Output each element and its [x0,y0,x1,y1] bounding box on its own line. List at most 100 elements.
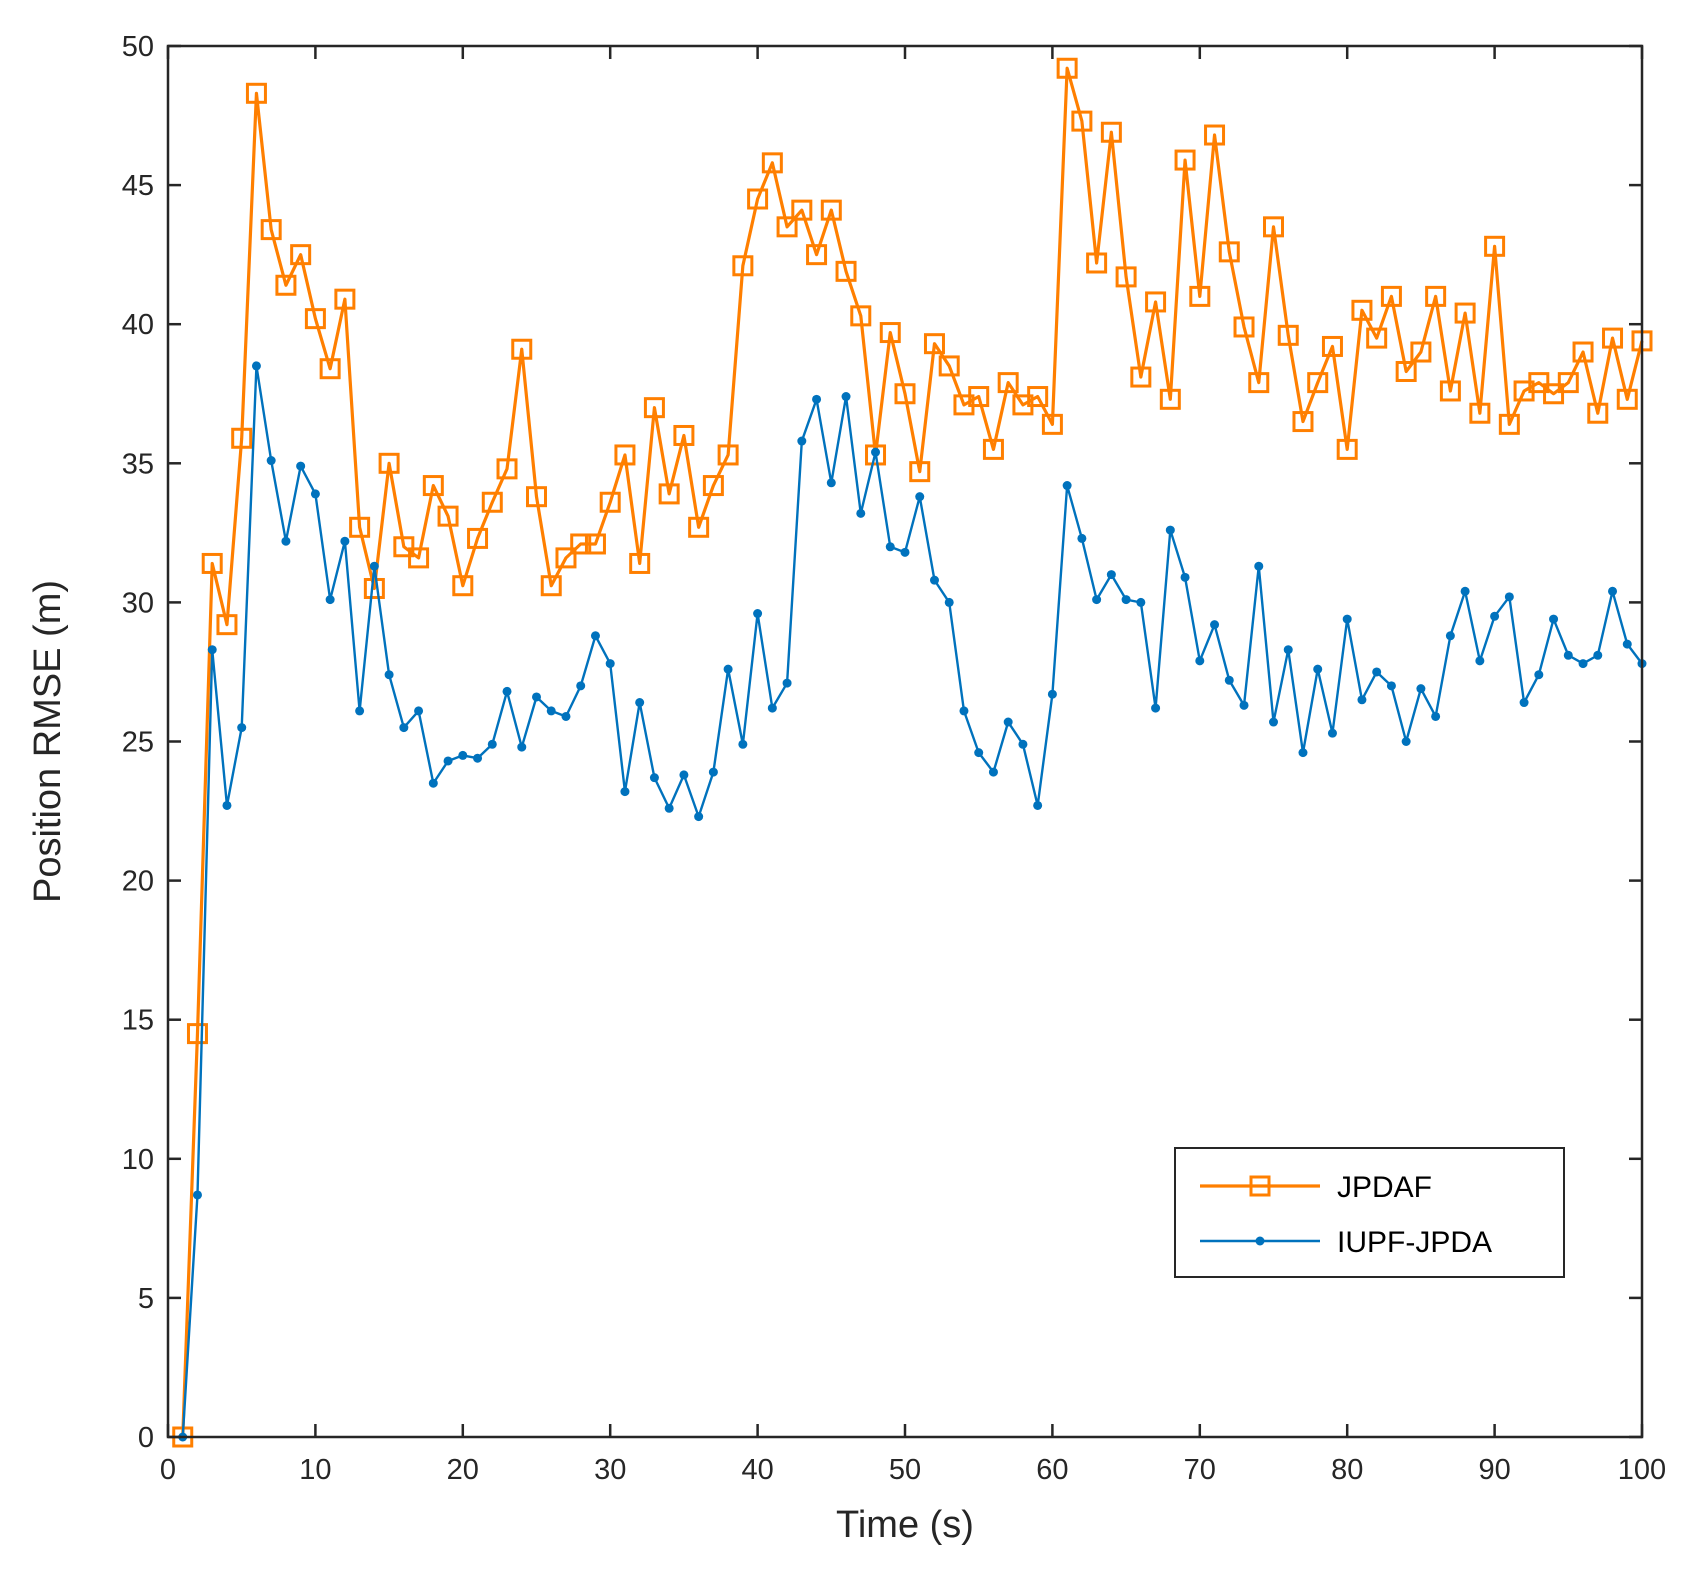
data-point [1292,411,1314,433]
data-point [1321,335,1343,357]
data-point [1224,675,1234,685]
data-point [325,595,335,605]
data-point [281,536,291,546]
data-point [1159,388,1181,410]
data-point [753,609,763,619]
data-point [1380,285,1402,307]
ticks-layer: 0 10 20 30 40 50 60 70 80 90 100 0 5 10 15 20 25 30 35 40 45… [122,31,1666,1486]
data-point [296,461,306,471]
data-point [363,577,385,599]
data-point [399,723,409,733]
data-point [1327,728,1337,738]
y-tick-label: 45 [122,170,154,202]
data-point [1165,525,1175,535]
data-point [1351,299,1373,321]
data-point [688,516,710,538]
data-point [1277,324,1299,346]
data-point [929,575,939,585]
data-point [1416,684,1426,694]
data-point [1195,656,1205,666]
y-tick-label: 0 [138,1422,154,1454]
data-point [791,199,813,221]
legend: JPDAF IUPF-JPDA [1174,1147,1565,1278]
data-point [428,778,438,788]
data-point [1180,572,1190,582]
data-point [1239,700,1249,710]
data-point [1372,667,1382,677]
y-tick-label: 30 [122,587,154,619]
data-point [245,82,267,104]
data-point [1027,386,1049,408]
data-point [1439,380,1461,402]
data-point [334,288,356,310]
data-point [526,486,547,508]
data-point [1602,327,1624,349]
data-point [865,444,887,466]
data-point [576,681,586,691]
data-point [614,444,636,466]
data-point [231,427,253,449]
data-point [1136,597,1146,607]
data-point [1047,689,1057,699]
x-tick-label: 60 [1036,1454,1068,1486]
x-tick-label: 10 [299,1454,331,1486]
data-point [885,542,895,552]
y-tick-label: 10 [122,1144,154,1176]
data-point [1357,695,1367,705]
x-tick-label: 0 [160,1454,176,1486]
data-point [1283,645,1293,655]
data-point [1519,698,1529,708]
data-point [635,698,645,708]
data-point [275,274,297,296]
data-point [1336,438,1358,460]
data-point [473,753,483,763]
data-point [1622,639,1632,649]
legend-box [1174,1147,1565,1278]
data-point [186,1023,208,1045]
data-point [915,492,925,502]
data-point [1233,316,1255,338]
data-point [561,711,571,721]
data-point [664,803,674,813]
series-jpdaf [172,57,1653,1448]
x-tick-label: 30 [594,1454,626,1486]
data-point [806,244,828,266]
data-point [1534,670,1544,680]
data-point [1484,235,1506,257]
data-point [732,255,754,277]
data-point [968,386,990,408]
data-point [511,338,533,360]
data-point [1401,737,1411,746]
data-point [369,561,379,571]
data-point [349,516,371,538]
data-point [1425,285,1447,307]
data-point [871,447,881,457]
data-point [467,527,489,549]
data-point [1445,631,1455,641]
data-point [1018,739,1028,749]
data-point [988,767,998,777]
data-point [304,308,326,330]
data-point [826,478,836,488]
data-point [658,483,680,505]
legend-marker [1255,1236,1265,1246]
data-point [997,372,1019,394]
data-point [1121,595,1131,605]
data-point [1460,586,1470,596]
data-point [1248,372,1270,394]
data-point [1218,241,1240,263]
data-point [216,614,238,636]
data-point [1498,413,1520,435]
data-point [481,491,503,513]
data-point [555,547,577,569]
data-point [290,244,312,266]
data-point [422,475,444,497]
data-point [1366,327,1388,349]
x-tick-label: 70 [1184,1454,1216,1486]
data-point [319,358,341,380]
data-point [1092,595,1102,605]
x-tick-label: 100 [1618,1454,1666,1486]
x-tick-label: 50 [889,1454,921,1486]
data-point [340,536,350,546]
